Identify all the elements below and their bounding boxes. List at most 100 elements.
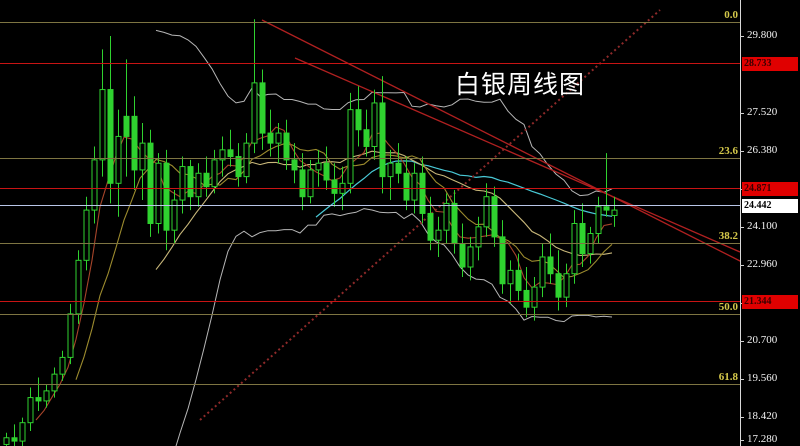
candle-body [243, 142, 250, 178]
candle-body [467, 246, 474, 268]
candle-body [75, 259, 82, 315]
candle-body [563, 273, 570, 298]
candle-body [235, 156, 242, 178]
resistance-line [0, 301, 740, 302]
axis-tick [740, 341, 744, 342]
chart-title: 白银周线图 [455, 70, 586, 99]
candle-body [387, 162, 394, 178]
fib-level-line [0, 384, 740, 385]
candle-body [427, 212, 434, 241]
candle-body [411, 172, 418, 201]
candle-body [131, 115, 138, 171]
axis-tick [740, 417, 744, 418]
fib-level-line [0, 314, 740, 315]
resistance-line [0, 63, 740, 64]
fib-level-label: 50.0 [718, 301, 738, 313]
fib-level-label: 38.2 [718, 230, 738, 242]
candle-body [323, 162, 330, 181]
candle-body [155, 162, 162, 224]
axis-tick-label: 20.700 [747, 334, 778, 346]
candle-body [395, 162, 402, 174]
current-price-line [0, 205, 740, 206]
fib-level-line [0, 243, 740, 244]
candle-body [611, 209, 618, 216]
candle-body [515, 269, 522, 291]
candle-body [507, 269, 514, 285]
candle-body [187, 166, 194, 198]
candle-body [99, 89, 106, 161]
axis-tick-label: 26.380 [747, 144, 778, 156]
candle-body [11, 437, 18, 442]
level-price-badge: 24.871 [742, 182, 798, 196]
candle-body [35, 397, 42, 402]
candle-body [163, 162, 170, 231]
axis-tick-label: 17.280 [747, 433, 778, 445]
axis-tick [740, 36, 744, 37]
candle-body [275, 132, 282, 144]
candle-body [307, 169, 314, 198]
candle-body [43, 390, 50, 402]
candle-body [51, 373, 58, 392]
candle-body [355, 109, 362, 131]
candle-body [315, 162, 322, 171]
candle-body [19, 422, 26, 442]
candle-body [147, 142, 154, 224]
candle-body [283, 132, 290, 161]
candle-body [227, 149, 234, 158]
trendline-descending-resistance [261, 19, 740, 262]
candle-body [539, 256, 546, 288]
candle-body [451, 202, 458, 245]
axis-tick [740, 227, 744, 228]
level-price-badge: 21.344 [742, 295, 798, 309]
candle-body [27, 397, 34, 424]
candle-body [371, 102, 378, 147]
candle-body [331, 179, 338, 194]
candle-body [603, 206, 610, 211]
candle-body [211, 159, 218, 188]
candle-body [379, 102, 386, 178]
candle-body [531, 286, 538, 308]
candle-body [251, 82, 258, 144]
fib-level-line [0, 158, 740, 159]
candle-body [347, 109, 354, 184]
candle-body [203, 172, 210, 188]
candle-body [483, 196, 490, 228]
candle-body [3, 437, 10, 445]
ma-olive-line [75, 143, 613, 380]
chart-plot-area[interactable] [0, 0, 740, 446]
candle-body [299, 169, 306, 198]
candle-body [595, 206, 602, 235]
candle-body [363, 129, 370, 147]
fib-level-label: 61.8 [718, 371, 738, 383]
fib-level-line [0, 22, 740, 23]
ma-cyan-line [315, 160, 613, 218]
trendline-descending-inner [294, 57, 740, 253]
axis-tick-label: 22.960 [747, 258, 778, 270]
fib-level-label: 0.0 [724, 9, 738, 21]
axis-tick-label: 19.560 [747, 372, 778, 384]
candle-body [259, 82, 266, 134]
chart-svg [3, 9, 740, 446]
candle-body [67, 313, 74, 358]
candle-body [123, 115, 130, 137]
candle-body [443, 202, 450, 231]
candlestick-series [3, 19, 618, 446]
axis-tick [740, 265, 744, 266]
candle-body [195, 172, 202, 198]
axis-vertical-rule [740, 0, 741, 446]
axis-tick [740, 440, 744, 441]
candle-body [219, 149, 226, 161]
axis-tick [740, 151, 744, 152]
resistance-line [0, 188, 740, 189]
candle-body [555, 273, 562, 298]
candle-body [83, 209, 90, 261]
candle-body [171, 199, 178, 231]
candle-body [59, 356, 66, 375]
candle-body [571, 222, 578, 275]
candle-body [115, 135, 122, 184]
fib-level-label: 23.6 [718, 145, 738, 157]
axis-tick-label: 29.800 [747, 29, 778, 41]
axis-tick-label: 24.100 [747, 220, 778, 232]
bollinger-upper-line [155, 29, 613, 197]
candle-body [435, 229, 442, 241]
